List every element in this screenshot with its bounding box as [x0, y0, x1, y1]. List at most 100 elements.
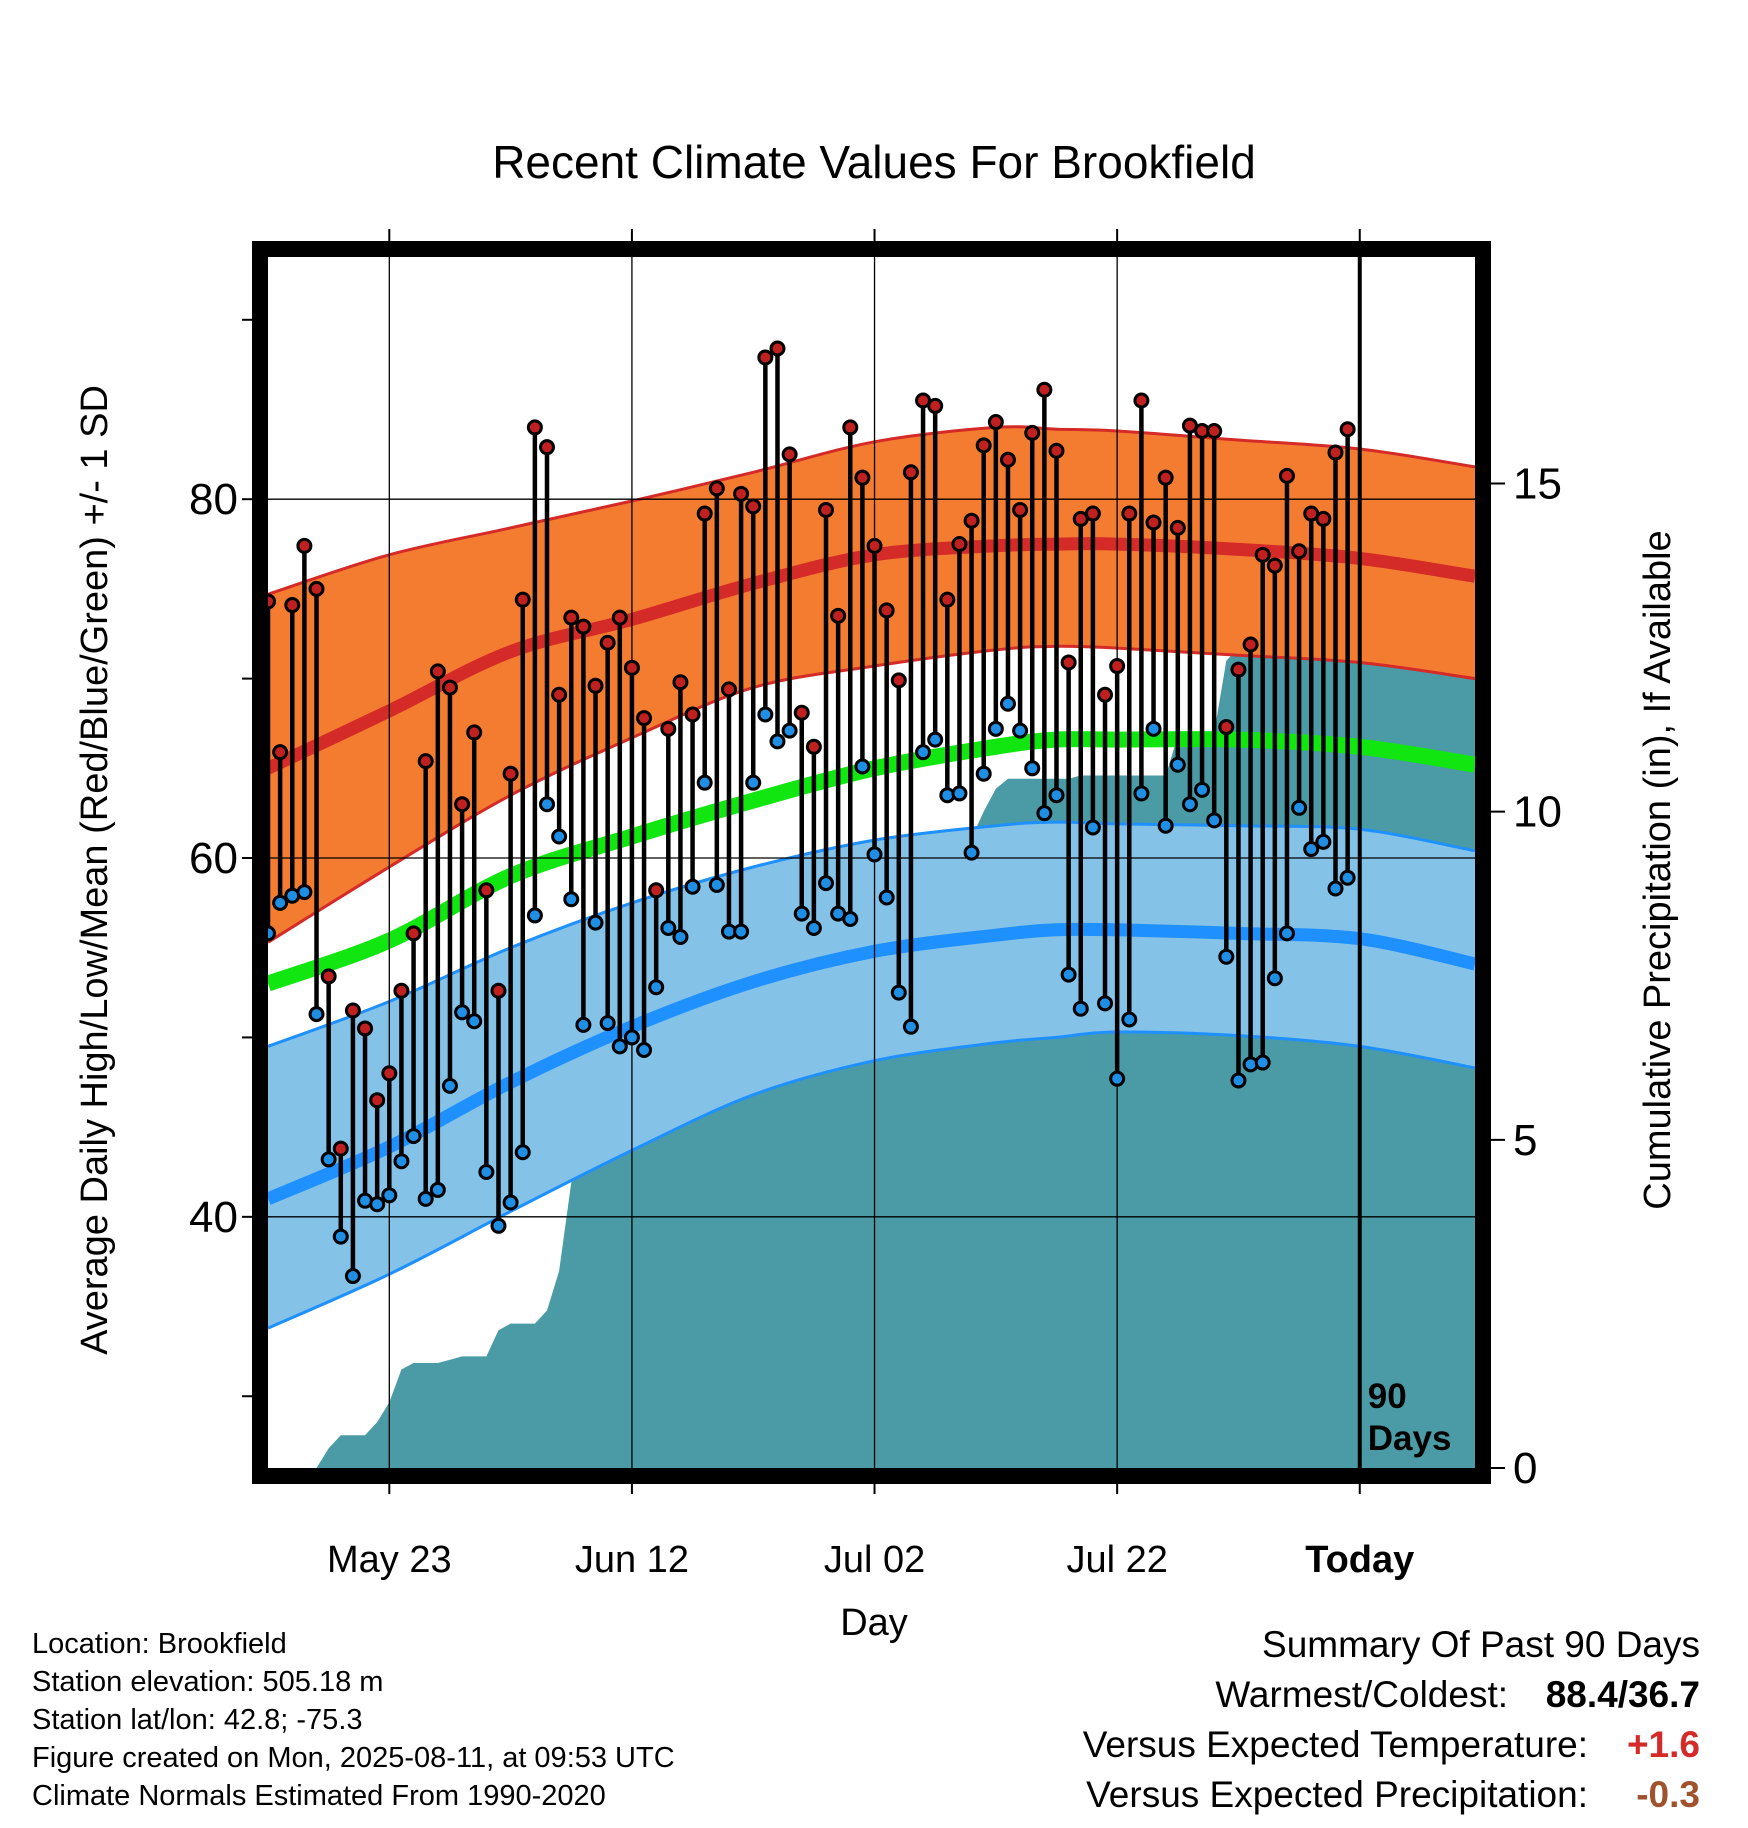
daily-low-point [417, 1190, 434, 1207]
daily-high-point [1291, 543, 1308, 560]
temp-departure-value: +1.6 [1626, 1724, 1700, 1765]
daily-high-point [417, 753, 434, 770]
daily-low-point [1254, 1054, 1271, 1071]
daily-high-point [975, 437, 992, 454]
daily-high-point [357, 1020, 374, 1037]
x-tick-label: Jul 22 [1066, 1539, 1167, 1581]
location-text: Location: Brookfield [32, 1628, 287, 1660]
daily-high-point [1133, 392, 1150, 409]
daily-high-point [344, 1002, 361, 1019]
daily-low-point [1278, 925, 1295, 942]
precip-departure-row: Versus Expected Precipitation: -0.3 [1083, 1770, 1700, 1820]
y2-tick-label: 5 [1513, 1116, 1537, 1165]
daily-low-point [369, 1196, 386, 1213]
daily-high-point [1266, 557, 1283, 574]
daily-low-point [684, 878, 701, 895]
x-tick-label: Today [1305, 1539, 1414, 1581]
daily-low-point [987, 720, 1004, 737]
daily-low-point [623, 1029, 640, 1046]
station-info: Location: Brookfield Station elevation: … [32, 1625, 675, 1815]
daily-low-point [1072, 1000, 1089, 1017]
daily-high-point [1218, 719, 1235, 736]
daily-low-point [611, 1038, 628, 1055]
daily-low-point [636, 1041, 653, 1058]
daily-low-point [563, 891, 580, 908]
daily-high-point [769, 340, 786, 357]
daily-low-point [1230, 1072, 1247, 1089]
x-tick-label: Jul 02 [824, 1539, 925, 1581]
daily-high-point [1169, 519, 1186, 536]
daily-low-point [526, 907, 543, 924]
daily-low-point [1157, 817, 1174, 834]
daily-high-point [999, 451, 1016, 468]
daily-low-point [818, 875, 835, 892]
daily-low-point [975, 765, 992, 782]
daily-low-point [927, 731, 944, 748]
daily-low-point [454, 1004, 471, 1021]
daily-low-point [1206, 812, 1223, 829]
daily-high-point [1097, 686, 1114, 703]
daily-low-point [878, 889, 895, 906]
daily-low-point [1048, 787, 1065, 804]
daily-low-point [332, 1228, 349, 1245]
daily-high-point [720, 681, 737, 698]
daily-high-point [1339, 421, 1356, 438]
high-sd-band-upper-edge [268, 425, 1475, 596]
daily-low-point [320, 1151, 337, 1168]
daily-low-point [393, 1153, 410, 1170]
daily-low-point [1266, 970, 1283, 987]
daily-high-point [429, 663, 446, 680]
daily-high-point [951, 536, 968, 553]
daily-low-point [793, 905, 810, 922]
daily-high-point [490, 982, 507, 999]
daily-low-point [1133, 785, 1150, 802]
daily-low-point [551, 828, 568, 845]
daily-high-point [526, 419, 543, 436]
daily-low-point [599, 1015, 616, 1032]
daily-high-point [854, 469, 871, 486]
daily-high-point [684, 706, 701, 723]
daily-low-point [963, 844, 980, 861]
summary-panel: Summary Of Past 90 Days Warmest/Coldest:… [1083, 1620, 1700, 1820]
daily-high-point [818, 501, 835, 518]
warmest-coldest-value: 88.4/36.7 [1545, 1674, 1700, 1715]
daily-high-point [308, 580, 325, 597]
daily-high-point [1036, 381, 1053, 398]
daily-high-point [405, 925, 422, 942]
daily-low-point [1145, 720, 1162, 737]
daily-high-point [1254, 546, 1271, 563]
daily-high-point [296, 537, 313, 554]
daily-high-point [805, 738, 822, 755]
daily-high-point [890, 672, 907, 689]
today-marker-label: Days [1368, 1419, 1452, 1458]
today-marker-label: 90 [1368, 1377, 1407, 1416]
daily-low-point [1181, 796, 1198, 813]
y2-tick-label: 10 [1513, 788, 1562, 837]
daily-high-point [781, 446, 798, 463]
daily-low-point [587, 914, 604, 931]
daily-high-point [1048, 442, 1065, 459]
daily-high-point [793, 704, 810, 721]
low-sd-band-lower-edge [268, 1030, 1475, 1330]
daily-low-point [1121, 1011, 1138, 1028]
daily-low-point [539, 796, 556, 813]
daily-low-point [648, 979, 665, 996]
y-axis-label: Average Daily High/Low/Mean (Red/Blue/Gr… [74, 385, 116, 1355]
daily-high-point [830, 607, 847, 624]
daily-low-point [502, 1194, 519, 1211]
high-sd-band [268, 426, 1475, 943]
daily-high-point [660, 720, 677, 737]
daily-low-point [1218, 948, 1235, 965]
y2-tick-label: 0 [1513, 1444, 1537, 1493]
daily-high-point [587, 677, 604, 694]
low-sd-band-upper-edge [268, 820, 1475, 1048]
daily-low-point [308, 1006, 325, 1023]
daily-low-point [915, 744, 932, 761]
daily-low-point [951, 785, 968, 802]
daily-low-point [805, 919, 822, 936]
daily-low-point [999, 695, 1016, 712]
daily-low-point [268, 925, 276, 942]
daily-low-point [672, 928, 689, 945]
